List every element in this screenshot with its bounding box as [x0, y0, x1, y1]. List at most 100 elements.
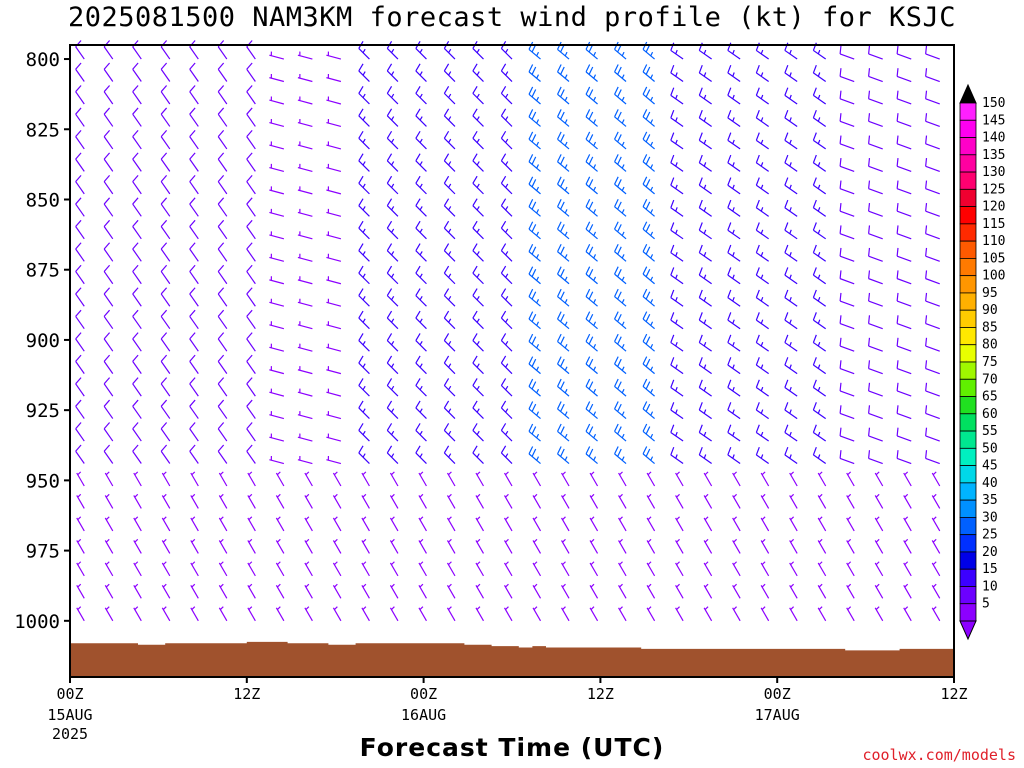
wind-barb [528, 86, 541, 105]
barb-half-flag [790, 583, 795, 588]
wind-barb [500, 198, 513, 217]
colorbar-label: 45 [982, 459, 998, 474]
wind-barb [532, 516, 542, 532]
wind-barb [874, 583, 884, 599]
barb-shaft [297, 144, 313, 150]
wind-barb [812, 424, 827, 442]
wind-barb [874, 471, 884, 487]
wind-barb [789, 561, 798, 577]
wind-barb [443, 400, 456, 420]
barb-shaft [190, 517, 199, 532]
barb-flag [415, 423, 421, 431]
barb-flag [868, 360, 871, 369]
barb-flag [75, 444, 82, 452]
barb-shaft [903, 540, 912, 554]
barb-flag [358, 175, 364, 184]
barb-flag [189, 130, 196, 138]
barb-flag [727, 312, 732, 321]
barb-flag [588, 381, 594, 390]
wind-barb [585, 199, 598, 217]
barb-shaft [839, 412, 855, 420]
barb-shaft [760, 517, 770, 532]
barb-shaft [813, 252, 827, 262]
wind-barb [528, 401, 541, 420]
barb-shaft [614, 453, 627, 464]
wind-barb [784, 109, 798, 127]
barb-flag [614, 333, 619, 342]
barb-shaft [868, 300, 883, 307]
barb-flag [588, 246, 594, 255]
barb-flag [557, 221, 562, 230]
barb-shaft [618, 562, 627, 577]
barb-shaft [675, 472, 684, 487]
wind-barb [190, 471, 199, 487]
barb-shaft [868, 390, 883, 397]
barb-shaft [132, 428, 142, 442]
wind-barb [784, 222, 798, 240]
barb-flag [645, 201, 651, 210]
barb-flag [75, 332, 82, 340]
barb-flag [868, 315, 871, 324]
barb-half-flag [703, 94, 707, 100]
barb-shaft [528, 363, 541, 375]
barb-half-flag [704, 606, 709, 610]
barb-flag [415, 378, 421, 386]
barb-shaft [500, 407, 513, 420]
wind-barb [589, 516, 599, 532]
barb-shaft [698, 184, 712, 195]
barb-shaft [358, 250, 370, 262]
barb-half-flag [760, 252, 764, 257]
barb-flag [189, 377, 196, 385]
wind-barb [903, 471, 912, 487]
credit-link[interactable]: coolwx.com/models [862, 746, 1016, 764]
barb-shaft [868, 143, 883, 150]
barb-shaft [698, 72, 712, 83]
barb-half-flag [536, 388, 540, 394]
barb-shaft [614, 138, 627, 150]
wind-barb [784, 267, 798, 285]
wind-barb [132, 287, 142, 307]
barb-shaft [646, 472, 656, 487]
wind-barb [642, 154, 655, 172]
colorbar-label: 115 [982, 217, 1005, 232]
barb-half-flag [789, 207, 792, 212]
wind-barb [132, 309, 142, 330]
barb-flag [585, 131, 591, 140]
colorbar-swatch [959, 257, 977, 277]
barb-shaft [418, 585, 427, 599]
barb-shaft [839, 323, 855, 330]
barb-half-flag [789, 49, 792, 55]
barb-shaft [839, 390, 855, 397]
barb-shaft [784, 184, 798, 195]
barb-shaft [614, 273, 627, 285]
barb-shaft [500, 452, 513, 464]
barb-half-flag [391, 93, 395, 98]
wind-barb [326, 276, 342, 285]
barb-half-flag [761, 471, 766, 476]
barb-shaft [727, 184, 741, 195]
barb-shaft [386, 452, 399, 464]
barb-half-flag [476, 251, 480, 256]
barb-shaft [415, 317, 427, 330]
barb-flag [560, 269, 565, 277]
barb-flag [132, 242, 139, 250]
barb-half-flag [276, 606, 281, 610]
wind-barb [132, 444, 142, 464]
barb-shaft [557, 116, 570, 127]
wind-barb [868, 360, 883, 375]
wind-barb [269, 163, 285, 172]
wind-barb [247, 583, 256, 599]
barb-flag [925, 113, 928, 122]
barb-shaft [160, 293, 171, 307]
barb-half-flag [818, 538, 823, 543]
barb-flag [560, 156, 565, 165]
barb-shaft [789, 472, 798, 487]
wind-barb [557, 221, 570, 240]
barb-half-flag [505, 228, 509, 233]
barb-flag [784, 244, 789, 253]
barb-shaft [925, 300, 940, 307]
barb-half-flag [817, 341, 821, 347]
wind-barb [161, 538, 171, 554]
barb-shaft [839, 345, 855, 352]
barb-flag [896, 270, 899, 279]
